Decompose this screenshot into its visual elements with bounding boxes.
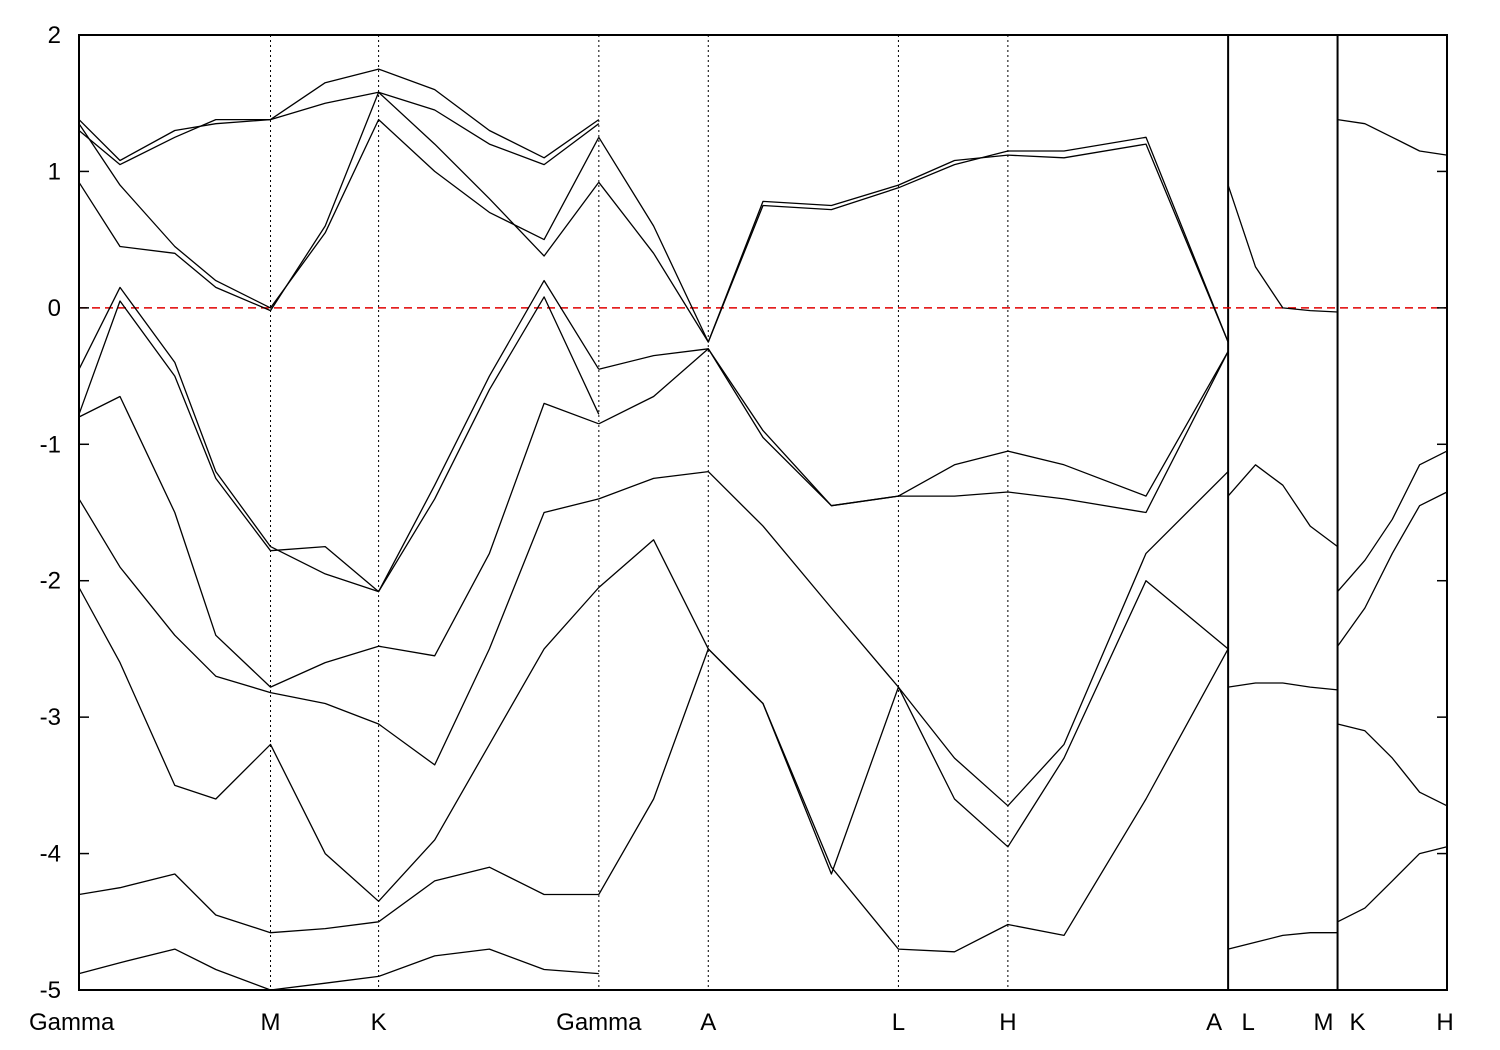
band-line-14: [598, 348, 1229, 514]
ytick-label: -1: [40, 431, 61, 458]
high-symmetry-lines: [270, 35, 1339, 990]
ytick-label: 0: [48, 295, 61, 322]
ytick-label: -2: [40, 568, 61, 595]
band-line-10: [78, 948, 599, 991]
band-line-15: [598, 470, 1229, 807]
band-line-9: [78, 866, 599, 934]
band-line-7: [78, 498, 599, 766]
xtick-label-0: Gamma: [29, 1009, 115, 1036]
band-line-5: [78, 296, 600, 593]
xtick-label-7: A: [1206, 1009, 1222, 1036]
xtick-label-4: A: [700, 1009, 716, 1036]
ytick-label: -5: [40, 977, 61, 1004]
xtick-label-2: K: [371, 1009, 387, 1036]
band-line-21: [1227, 932, 1338, 950]
band-line-2: [78, 91, 600, 166]
xtick-label-6: H: [999, 1009, 1016, 1036]
band-line-16: [598, 539, 1229, 953]
band-line-3: [78, 68, 600, 162]
ytick-label: -3: [40, 704, 61, 731]
x-axis-ticks: Gamma M K Gamma A L H A L M K H: [29, 1009, 1454, 1036]
xtick-label-11: H: [1436, 1009, 1453, 1036]
band-line-6: [78, 395, 600, 688]
band-line-13: [598, 348, 1229, 507]
band-line-22: [1337, 118, 1448, 156]
ytick-label: 2: [48, 22, 61, 49]
band-line-25: [1337, 723, 1448, 807]
xtick-label-10: K: [1350, 1009, 1366, 1036]
band-line-20: [1228, 682, 1338, 691]
xtick-label-3: Gamma: [556, 1009, 642, 1036]
band-line-26: [1337, 846, 1448, 923]
band-lines: [78, 68, 1448, 991]
band-line-4: [78, 279, 600, 593]
plot-frame: [78, 34, 1448, 991]
band-line-0: [78, 118, 600, 309]
xtick-label-8: L: [1241, 1009, 1254, 1036]
band-line-17: [598, 580, 1229, 895]
band-line-12: [598, 143, 1229, 343]
band-line-8: [78, 587, 600, 902]
ytick-label: -4: [40, 841, 61, 868]
xtick-label-1: M: [261, 1009, 281, 1036]
band-line-24: [1337, 491, 1448, 647]
band-line-18: [1227, 184, 1338, 313]
xtick-label-9: M: [1314, 1009, 1334, 1036]
band-line-19: [1227, 464, 1338, 548]
xtick-label-5: L: [892, 1009, 905, 1036]
band-line-11: [598, 136, 1229, 343]
y-axis-ticks: 2 1 0 -1 -2 -3 -4 -5: [40, 22, 1447, 1004]
band-line-23: [1337, 450, 1448, 593]
band-line-1: [78, 91, 600, 312]
ytick-label: 1: [48, 158, 61, 185]
